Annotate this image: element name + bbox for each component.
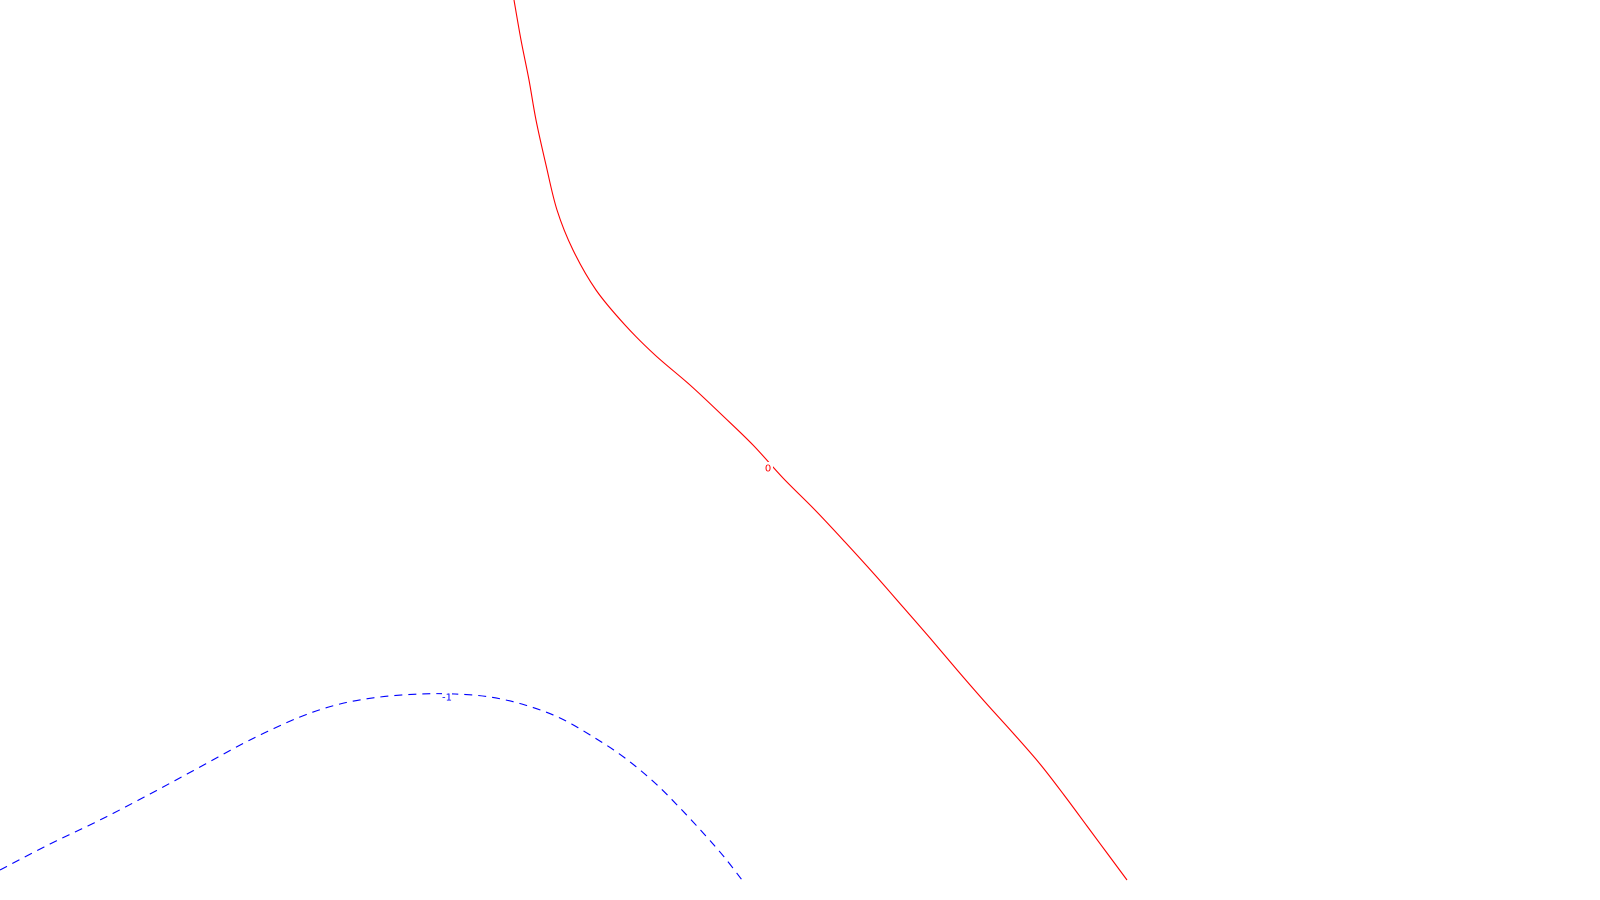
contour-label-0: 0	[765, 464, 771, 475]
contour-line-1	[0, 693, 743, 881]
contour-label-1: -1	[442, 693, 452, 704]
contour-line-0	[513, 0, 1128, 881]
contour-level-0: 0	[513, 0, 1128, 881]
contour-label-mask-0	[763, 462, 773, 474]
contour-level-1: -1	[0, 691, 743, 881]
contour-label-mask-1	[442, 691, 452, 703]
